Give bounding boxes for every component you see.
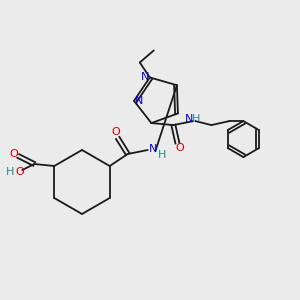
Text: H: H (192, 114, 201, 124)
Text: H: H (158, 150, 166, 160)
Text: O: O (111, 127, 120, 137)
Text: N: N (135, 96, 143, 106)
Text: N: N (148, 144, 157, 154)
Text: H: H (6, 167, 14, 177)
Text: N: N (185, 114, 194, 124)
Text: O: O (9, 149, 18, 159)
Text: O: O (175, 143, 184, 153)
Text: O: O (15, 167, 24, 177)
Text: N: N (141, 72, 149, 82)
